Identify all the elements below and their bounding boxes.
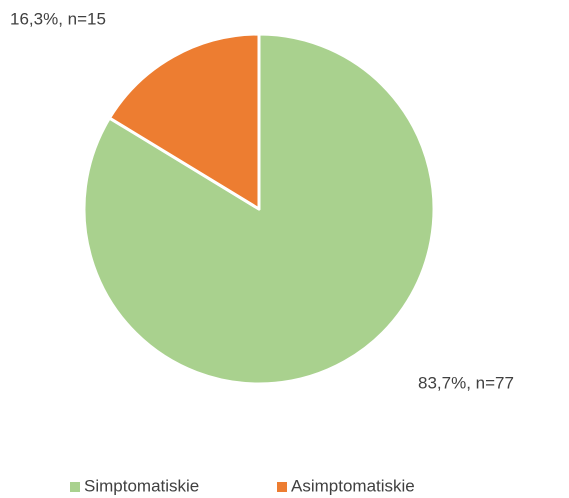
pie-slice xyxy=(108,32,261,211)
legend-swatch xyxy=(277,482,287,492)
data-label: 83,7%, n=77 xyxy=(418,373,514,392)
legend-swatch xyxy=(70,482,80,492)
legend-label: Asimptomatiskie xyxy=(291,476,415,495)
legend-label: Simptomatiskie xyxy=(84,476,199,495)
data-label: 16,3%, n=15 xyxy=(10,9,106,28)
